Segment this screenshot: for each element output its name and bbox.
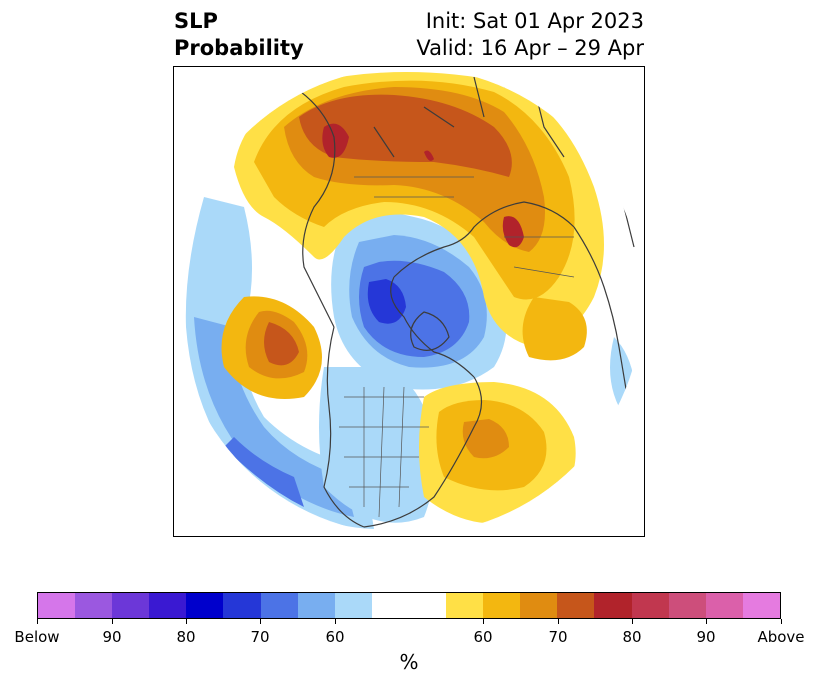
coastlines	[293, 76, 635, 528]
colorbar-tick	[781, 619, 782, 624]
colorbar-tick-label: 90	[102, 628, 122, 646]
colorbar-segment	[223, 593, 261, 618]
colorbar-tick-label: Above	[757, 628, 805, 646]
colorbar-segment	[483, 593, 521, 618]
title-right: Init: Sat 01 Apr 2023 Valid: 16 Apr – 29…	[416, 8, 644, 62]
colorbar-segment	[631, 593, 669, 618]
above-normal-region	[221, 72, 604, 524]
colorbar-segment	[446, 593, 484, 618]
colorbar	[37, 592, 781, 619]
colorbar-tick	[335, 619, 336, 624]
colorbar-segment	[186, 593, 224, 618]
map-panel	[173, 66, 645, 537]
colorbar-segment	[705, 593, 743, 618]
colorbar-tick	[632, 619, 633, 624]
title-product: Probability	[174, 36, 304, 60]
colorbar-tick-label: 60	[473, 628, 493, 646]
colorbar-tick	[186, 619, 187, 624]
colorbar-tick	[112, 619, 113, 624]
colorbar-segment	[594, 593, 632, 618]
colorbar-tick	[260, 619, 261, 624]
colorbar-segment	[557, 593, 595, 618]
globe-edge	[174, 67, 644, 536]
colorbar-tick-label: 70	[250, 628, 270, 646]
colorbar-segment	[260, 593, 298, 618]
colorbar-tick-label: 80	[176, 628, 196, 646]
colorbar-tick-label: 60	[325, 628, 345, 646]
colorbar-segment	[668, 593, 706, 618]
colorbar-tick	[483, 619, 484, 624]
colorbar-segment	[371, 593, 409, 618]
colorbar-tick	[558, 619, 559, 624]
colorbar-units: %	[399, 650, 419, 674]
colorbar-segment	[520, 593, 558, 618]
title-variable: SLP	[174, 9, 218, 33]
probability-map	[174, 67, 644, 536]
colorbar-segment	[75, 593, 113, 618]
colorbar-segment	[297, 593, 335, 618]
colorbar-segment	[38, 593, 76, 618]
colorbar-segment	[408, 593, 447, 618]
colorbar-segment	[742, 593, 780, 618]
colorbar-tick	[706, 619, 707, 624]
colorbar-tick-label: Below	[14, 628, 60, 646]
init-date: Init: Sat 01 Apr 2023	[425, 9, 644, 33]
colorbar-segment	[149, 593, 187, 618]
colorbar-tick-label: 90	[696, 628, 716, 646]
colorbar-tick-label: 80	[622, 628, 642, 646]
valid-range: Valid: 16 Apr – 29 Apr	[416, 36, 644, 60]
colorbar-tick	[37, 619, 38, 624]
colorbar-segment	[334, 593, 372, 618]
colorbar-segment	[112, 593, 150, 618]
colorbar-tick-label: 70	[548, 628, 568, 646]
title-left: SLP Probability	[174, 8, 304, 62]
